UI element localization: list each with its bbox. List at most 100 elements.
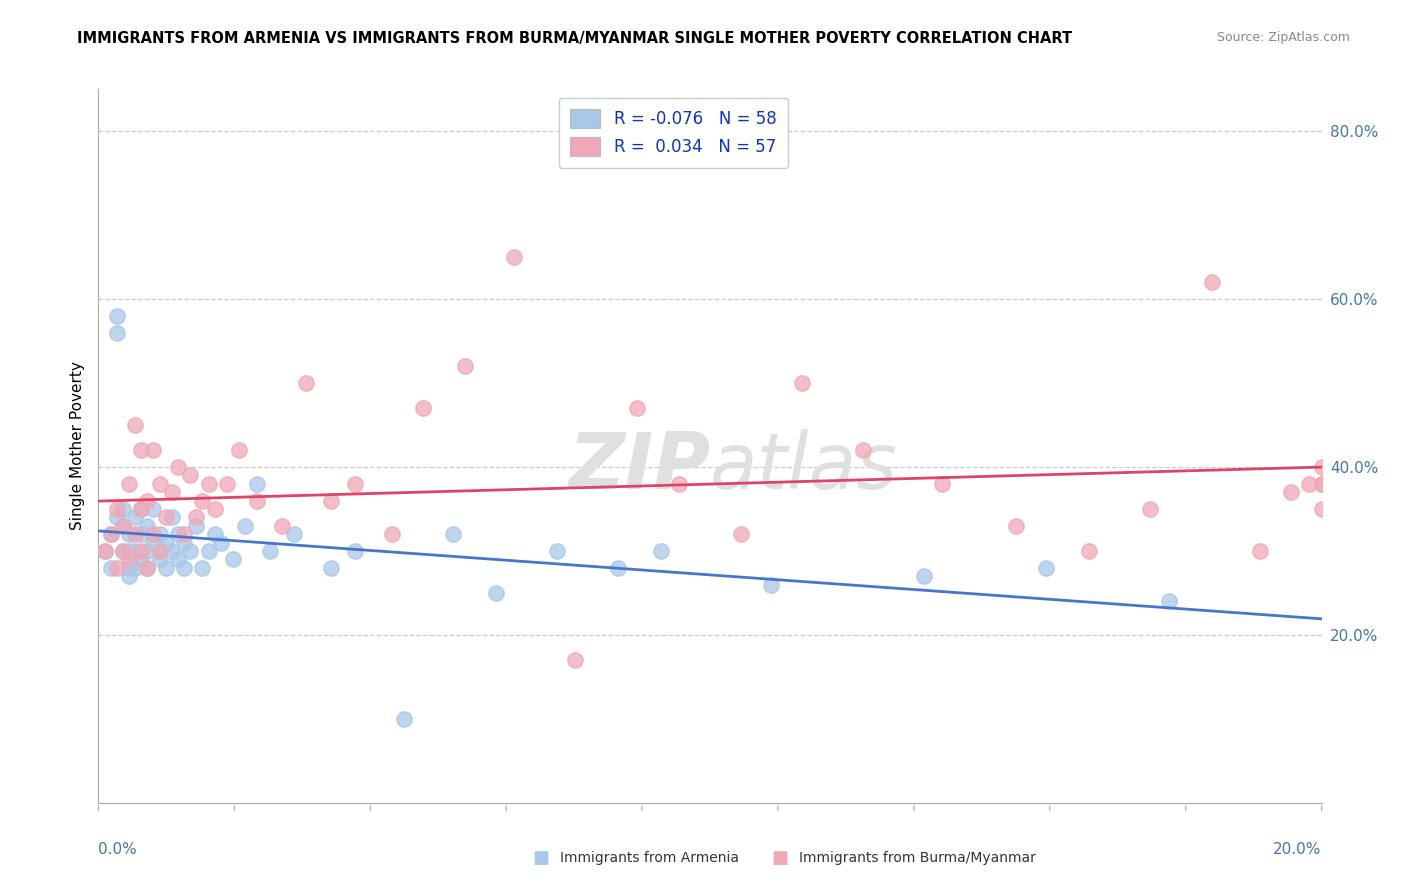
Point bbox=[344, 476, 367, 491]
Point bbox=[319, 560, 342, 574]
Point bbox=[1078, 544, 1101, 558]
Point bbox=[319, 493, 342, 508]
Point bbox=[93, 544, 115, 558]
Point bbox=[100, 527, 122, 541]
Point bbox=[118, 560, 141, 574]
Point bbox=[790, 376, 813, 390]
Point bbox=[392, 712, 416, 726]
Point bbox=[626, 401, 648, 416]
Point bbox=[233, 518, 256, 533]
Point bbox=[270, 518, 292, 533]
Point bbox=[668, 476, 690, 491]
Point bbox=[204, 502, 226, 516]
Point bbox=[111, 544, 134, 558]
Point bbox=[1310, 476, 1333, 491]
Text: 0.0%: 0.0% bbox=[98, 842, 138, 857]
Point bbox=[441, 527, 464, 541]
Y-axis label: Single Mother Poverty: Single Mother Poverty bbox=[69, 361, 84, 531]
Point bbox=[1249, 544, 1271, 558]
Text: Immigrants from Armenia: Immigrants from Armenia bbox=[560, 851, 738, 865]
Point bbox=[931, 476, 953, 491]
Point bbox=[142, 502, 165, 516]
Point bbox=[124, 527, 146, 541]
Point bbox=[186, 510, 208, 524]
Point bbox=[160, 544, 183, 558]
Point bbox=[852, 443, 875, 458]
Legend: R = -0.076   N = 58, R =  0.034   N = 57: R = -0.076 N = 58, R = 0.034 N = 57 bbox=[558, 97, 787, 168]
Point bbox=[1157, 594, 1180, 608]
Point bbox=[142, 535, 165, 549]
Point bbox=[124, 560, 146, 574]
Text: ■: ■ bbox=[533, 849, 550, 867]
Text: IMMIGRANTS FROM ARMENIA VS IMMIGRANTS FROM BURMA/MYANMAR SINGLE MOTHER POVERTY C: IMMIGRANTS FROM ARMENIA VS IMMIGRANTS FR… bbox=[77, 31, 1073, 46]
Point bbox=[730, 527, 752, 541]
Point bbox=[246, 476, 269, 491]
Point bbox=[503, 250, 526, 264]
Point bbox=[283, 527, 305, 541]
Point bbox=[111, 544, 134, 558]
Point bbox=[93, 544, 115, 558]
Point bbox=[149, 527, 172, 541]
Point bbox=[142, 443, 165, 458]
Point bbox=[111, 518, 134, 533]
Point bbox=[105, 502, 128, 516]
Point bbox=[1035, 560, 1057, 574]
Point bbox=[124, 510, 146, 524]
Point bbox=[160, 510, 183, 524]
Point bbox=[100, 560, 122, 574]
Point bbox=[295, 376, 318, 390]
Point bbox=[186, 518, 208, 533]
Point bbox=[209, 535, 232, 549]
Point bbox=[118, 544, 141, 558]
Point bbox=[246, 493, 269, 508]
Point bbox=[105, 560, 128, 574]
Point bbox=[215, 476, 238, 491]
Point bbox=[136, 560, 159, 574]
Text: Immigrants from Burma/Myanmar: Immigrants from Burma/Myanmar bbox=[799, 851, 1035, 865]
Point bbox=[167, 552, 190, 566]
Point bbox=[173, 527, 195, 541]
Point bbox=[136, 544, 159, 558]
Point bbox=[124, 417, 146, 432]
Point bbox=[650, 544, 672, 558]
Point bbox=[124, 544, 146, 558]
Point bbox=[1310, 476, 1333, 491]
Point bbox=[100, 527, 122, 541]
Point bbox=[105, 510, 128, 524]
Point bbox=[485, 586, 508, 600]
Point bbox=[191, 560, 214, 574]
Text: 20.0%: 20.0% bbox=[1274, 842, 1322, 857]
Point bbox=[160, 485, 183, 500]
Point bbox=[136, 493, 159, 508]
Point bbox=[454, 359, 477, 374]
Point bbox=[228, 443, 250, 458]
Point bbox=[118, 527, 141, 541]
Point bbox=[1298, 476, 1320, 491]
Point bbox=[1004, 518, 1026, 533]
Point bbox=[155, 560, 177, 574]
Point bbox=[105, 326, 128, 340]
Text: ZIP: ZIP bbox=[568, 429, 710, 506]
Point bbox=[111, 518, 134, 533]
Point bbox=[759, 577, 782, 591]
Point bbox=[129, 544, 152, 558]
Point bbox=[118, 569, 141, 583]
Point bbox=[259, 544, 281, 558]
Point bbox=[129, 443, 152, 458]
Point bbox=[564, 653, 586, 667]
Point bbox=[381, 527, 404, 541]
Point bbox=[179, 544, 201, 558]
Point bbox=[344, 544, 367, 558]
Point bbox=[155, 535, 177, 549]
Point bbox=[167, 460, 190, 475]
Point bbox=[149, 552, 172, 566]
Text: ■: ■ bbox=[772, 849, 789, 867]
Point bbox=[179, 468, 201, 483]
Text: Source: ZipAtlas.com: Source: ZipAtlas.com bbox=[1216, 31, 1350, 45]
Point bbox=[149, 544, 172, 558]
Point bbox=[129, 527, 152, 541]
Point bbox=[173, 560, 195, 574]
Point bbox=[204, 527, 226, 541]
Point bbox=[167, 527, 190, 541]
Point bbox=[129, 502, 152, 516]
